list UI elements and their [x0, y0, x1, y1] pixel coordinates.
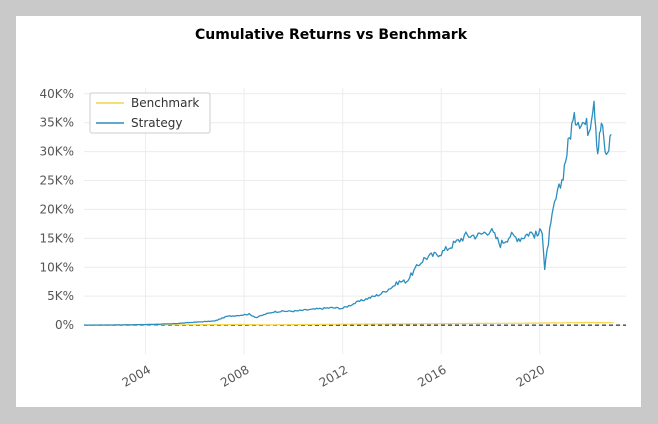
y-tick-label: 15K% — [39, 231, 74, 245]
x-tick-label: 2004 — [120, 362, 153, 389]
legend-label-strategy: Strategy — [131, 116, 182, 130]
y-tick-label: 30K% — [39, 145, 74, 159]
x-axis-ticks: 2004 2008 2012 2016 2020 — [120, 362, 548, 389]
x-tick-label: 2016 — [415, 362, 448, 389]
legend: Benchmark Strategy — [89, 92, 211, 134]
series-line-strategy — [84, 100, 612, 326]
legend-label-benchmark: Benchmark — [131, 96, 199, 110]
y-tick-label: 20K% — [39, 202, 74, 216]
y-tick-label: 5K% — [47, 289, 74, 303]
grid — [84, 88, 626, 354]
y-tick-label: 0% — [55, 318, 74, 332]
y-tick-label: 40K% — [39, 87, 74, 101]
chart-title: Cumulative Returns vs Benchmark — [195, 27, 468, 43]
x-tick-label: 2008 — [218, 362, 251, 389]
x-tick-label: 2020 — [514, 362, 547, 389]
y-tick-label: 10K% — [39, 260, 74, 274]
y-tick-label: 25K% — [39, 174, 74, 188]
series-line-benchmark — [84, 321, 614, 326]
y-axis-ticks: 0% 5K% 10K% 15K% 20K% 25K% 30K% 35K% 40K% — [39, 87, 74, 332]
y-tick-label: 35K% — [39, 116, 74, 130]
x-tick-label: 2012 — [317, 362, 350, 389]
cumulative-returns-chart: Cumulative Returns vs Benchmark 2004 2008… — [39, 27, 626, 390]
chart-frame: Cumulative Returns vs Benchmark 2004 2008… — [16, 16, 641, 407]
series-lines — [84, 100, 626, 326]
